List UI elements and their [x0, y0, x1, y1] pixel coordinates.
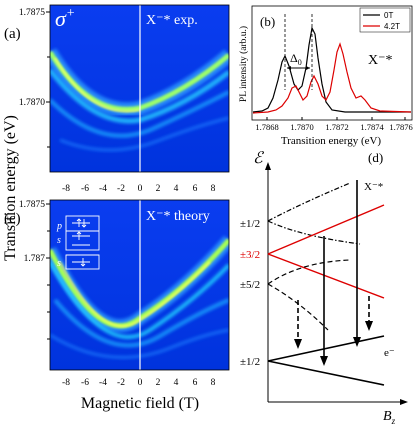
panel-d-level-e-down [267, 360, 385, 386]
panel-a-x-tick: 8 [211, 184, 216, 194]
panel-c-inset-spin-down-icon [81, 219, 87, 228]
panel-d-axis-arrow-icon [400, 399, 408, 405]
panel-c-x-ticks: -8 -6 -4 -2 0 2 4 6 8 [62, 378, 216, 388]
panel-a-x-tick: 4 [174, 184, 179, 194]
panel-b-species: X⁻* [368, 53, 393, 68]
panel-c-tag: (c) [4, 211, 21, 227]
panel-b-arrowhead-icon [287, 66, 291, 70]
panel-c-inset-s: s [57, 235, 61, 246]
panel-d-arrowhead-icon [320, 356, 328, 366]
panel-a-x-tick: -6 [81, 184, 89, 194]
panel-b-spectrum-0T [252, 26, 411, 113]
panel-c-inset-p: p [56, 221, 62, 232]
panel-d-field-label: Bz [383, 409, 396, 426]
panel-b-x-tick: 1.7870 [290, 122, 313, 132]
panel-c-x-tick: -2 [117, 378, 125, 388]
panel-d-energy-symbol: ℰ [253, 150, 265, 167]
panel-d-axis-arrow-icon [265, 162, 271, 170]
panel-a-y-ticks: 1.7875 1.7870 [19, 8, 50, 148]
panel-a-frame [49, 4, 230, 173]
panel-b-x-ticks: 1.7868 1.7870 1.7872 1.7874 1.7876 [255, 117, 413, 132]
panel-a-x-tick: -4 [99, 184, 107, 194]
panel-c-x-tick: -8 [62, 378, 70, 388]
panel-c-band-fourth [50, 328, 229, 359]
panel-d-level-s-up [267, 259, 351, 285]
panel-d-level-p-up [267, 182, 351, 222]
panel-c-x-tick: 2 [156, 378, 161, 388]
panel-d-level-hh-down [267, 253, 385, 299]
panel-a-band-main-core [54, 57, 141, 113]
panel-a-x-tick: -8 [62, 184, 70, 194]
panel-b-y-label: PL intensity (arb.u.) [238, 26, 249, 102]
panel-c-inset-spin-down-icon [80, 258, 86, 267]
panel-b-x-label: Transition energy (eV) [281, 135, 382, 147]
panel-d-state-bottom: e⁻ [384, 347, 395, 359]
panel-c-x-tick: 8 [211, 378, 216, 388]
panel-b-arrowhead-icon [306, 66, 310, 70]
panel-c-y-tick: 1.787 [24, 254, 46, 264]
panel-c-inset-box [65, 215, 100, 251]
panel-d-arrowhead-icon [294, 339, 302, 349]
panel-a-x-ticks: -8 -6 -4 -2 0 2 4 6 8 [62, 184, 216, 194]
panel-c-x-tick: 0 [138, 378, 143, 388]
panel-a-x-tick: 6 [193, 184, 198, 194]
panel-d-arrowhead-icon [365, 321, 373, 331]
panel-a-x-tick: 2 [156, 184, 161, 194]
panel-c-x-tick: -6 [81, 378, 89, 388]
panel-d-level-label: ±1/2 [240, 356, 260, 368]
panel-b-legend-4T: 4.2T [384, 22, 400, 31]
panel-a-x-tick: 0 [138, 184, 143, 194]
panel-c-x-tick: -4 [99, 378, 107, 388]
panel-a-tag: (a) [4, 26, 21, 42]
y-axis-label: Transition energy (eV) [2, 115, 19, 261]
panel-b: Δ0 (b) X⁻* 0T 4.2T PL intensity (arb.u.)… [238, 5, 413, 147]
panel-c: p s s X⁻* theory (c) 1.7875 1.787 -8 -6 … [4, 199, 230, 388]
panel-c-x-tick: 6 [193, 378, 198, 388]
panel-b-x-tick: 1.7868 [255, 122, 278, 132]
panel-b-spectrum-4T [252, 42, 412, 114]
panel-d-state-top: X⁻* [364, 181, 383, 193]
panel-a-x-tick: -2 [117, 184, 125, 194]
panel-b-tag: (b) [260, 14, 275, 29]
panel-b-legend: 0T 4.2T [359, 7, 411, 33]
panel-d-level-p-down [267, 220, 361, 245]
panel-a-y-tick: 1.7875 [19, 8, 45, 18]
panel-d-level-label: ±1/2 [240, 218, 260, 230]
panel-d-level-e-up [267, 335, 385, 362]
panel-b-x-tick: 1.7874 [360, 122, 384, 132]
panel-c-inset [65, 215, 100, 270]
panel-b-x-tick: 1.7876 [389, 122, 412, 132]
panel-a-label: X⁻* exp. [146, 13, 198, 28]
panel-c-inset-s: s [57, 258, 61, 269]
panel-c-y-tick: 1.7875 [19, 200, 45, 210]
panel-a-polarization: σ+ [55, 6, 75, 31]
panel-d-level-label-hh: ±3/2 [240, 249, 260, 261]
panel-b-legend-0T: 0T [384, 11, 393, 20]
panel-d-level-s-down [267, 283, 329, 331]
panel-c-inset-spin-up-icon [76, 218, 82, 227]
panel-d-level-hh-up [267, 204, 385, 255]
panel-a-band-third [50, 90, 229, 138]
panel-c-x-tick: 4 [174, 378, 179, 388]
panel-d-tag: (d) [368, 150, 383, 165]
panel-d-level-label: ±5/2 [240, 279, 260, 291]
panel-b-delta: Δ0 [290, 51, 302, 67]
panel-b-x-tick: 1.7872 [325, 122, 348, 132]
panel-a-y-tick: 1.7870 [19, 98, 45, 108]
panel-c-band-second [50, 261, 229, 340]
panel-d: ℰ (d) ±1/2 ±3/2 ±5/2 ±1/2 X⁻* e⁻ [240, 150, 408, 426]
panel-c-y-ticks: 1.7875 1.787 [19, 200, 50, 340]
panel-c-band-third [53, 298, 229, 348]
panel-c-label: X⁻* theory [146, 209, 210, 224]
panel-a-band-fourth [59, 116, 229, 152]
panel-c-inset-spin-up-icon [76, 231, 82, 240]
panel-d-arrowhead-icon [353, 337, 361, 347]
panel-d-transitions [294, 180, 373, 366]
x-axis-label: Magnetic field (T) [81, 395, 199, 412]
panel-a: σ+ X⁻* exp. (a) 1.7875 1.7870 -8 -6 -4 -… [4, 4, 230, 194]
